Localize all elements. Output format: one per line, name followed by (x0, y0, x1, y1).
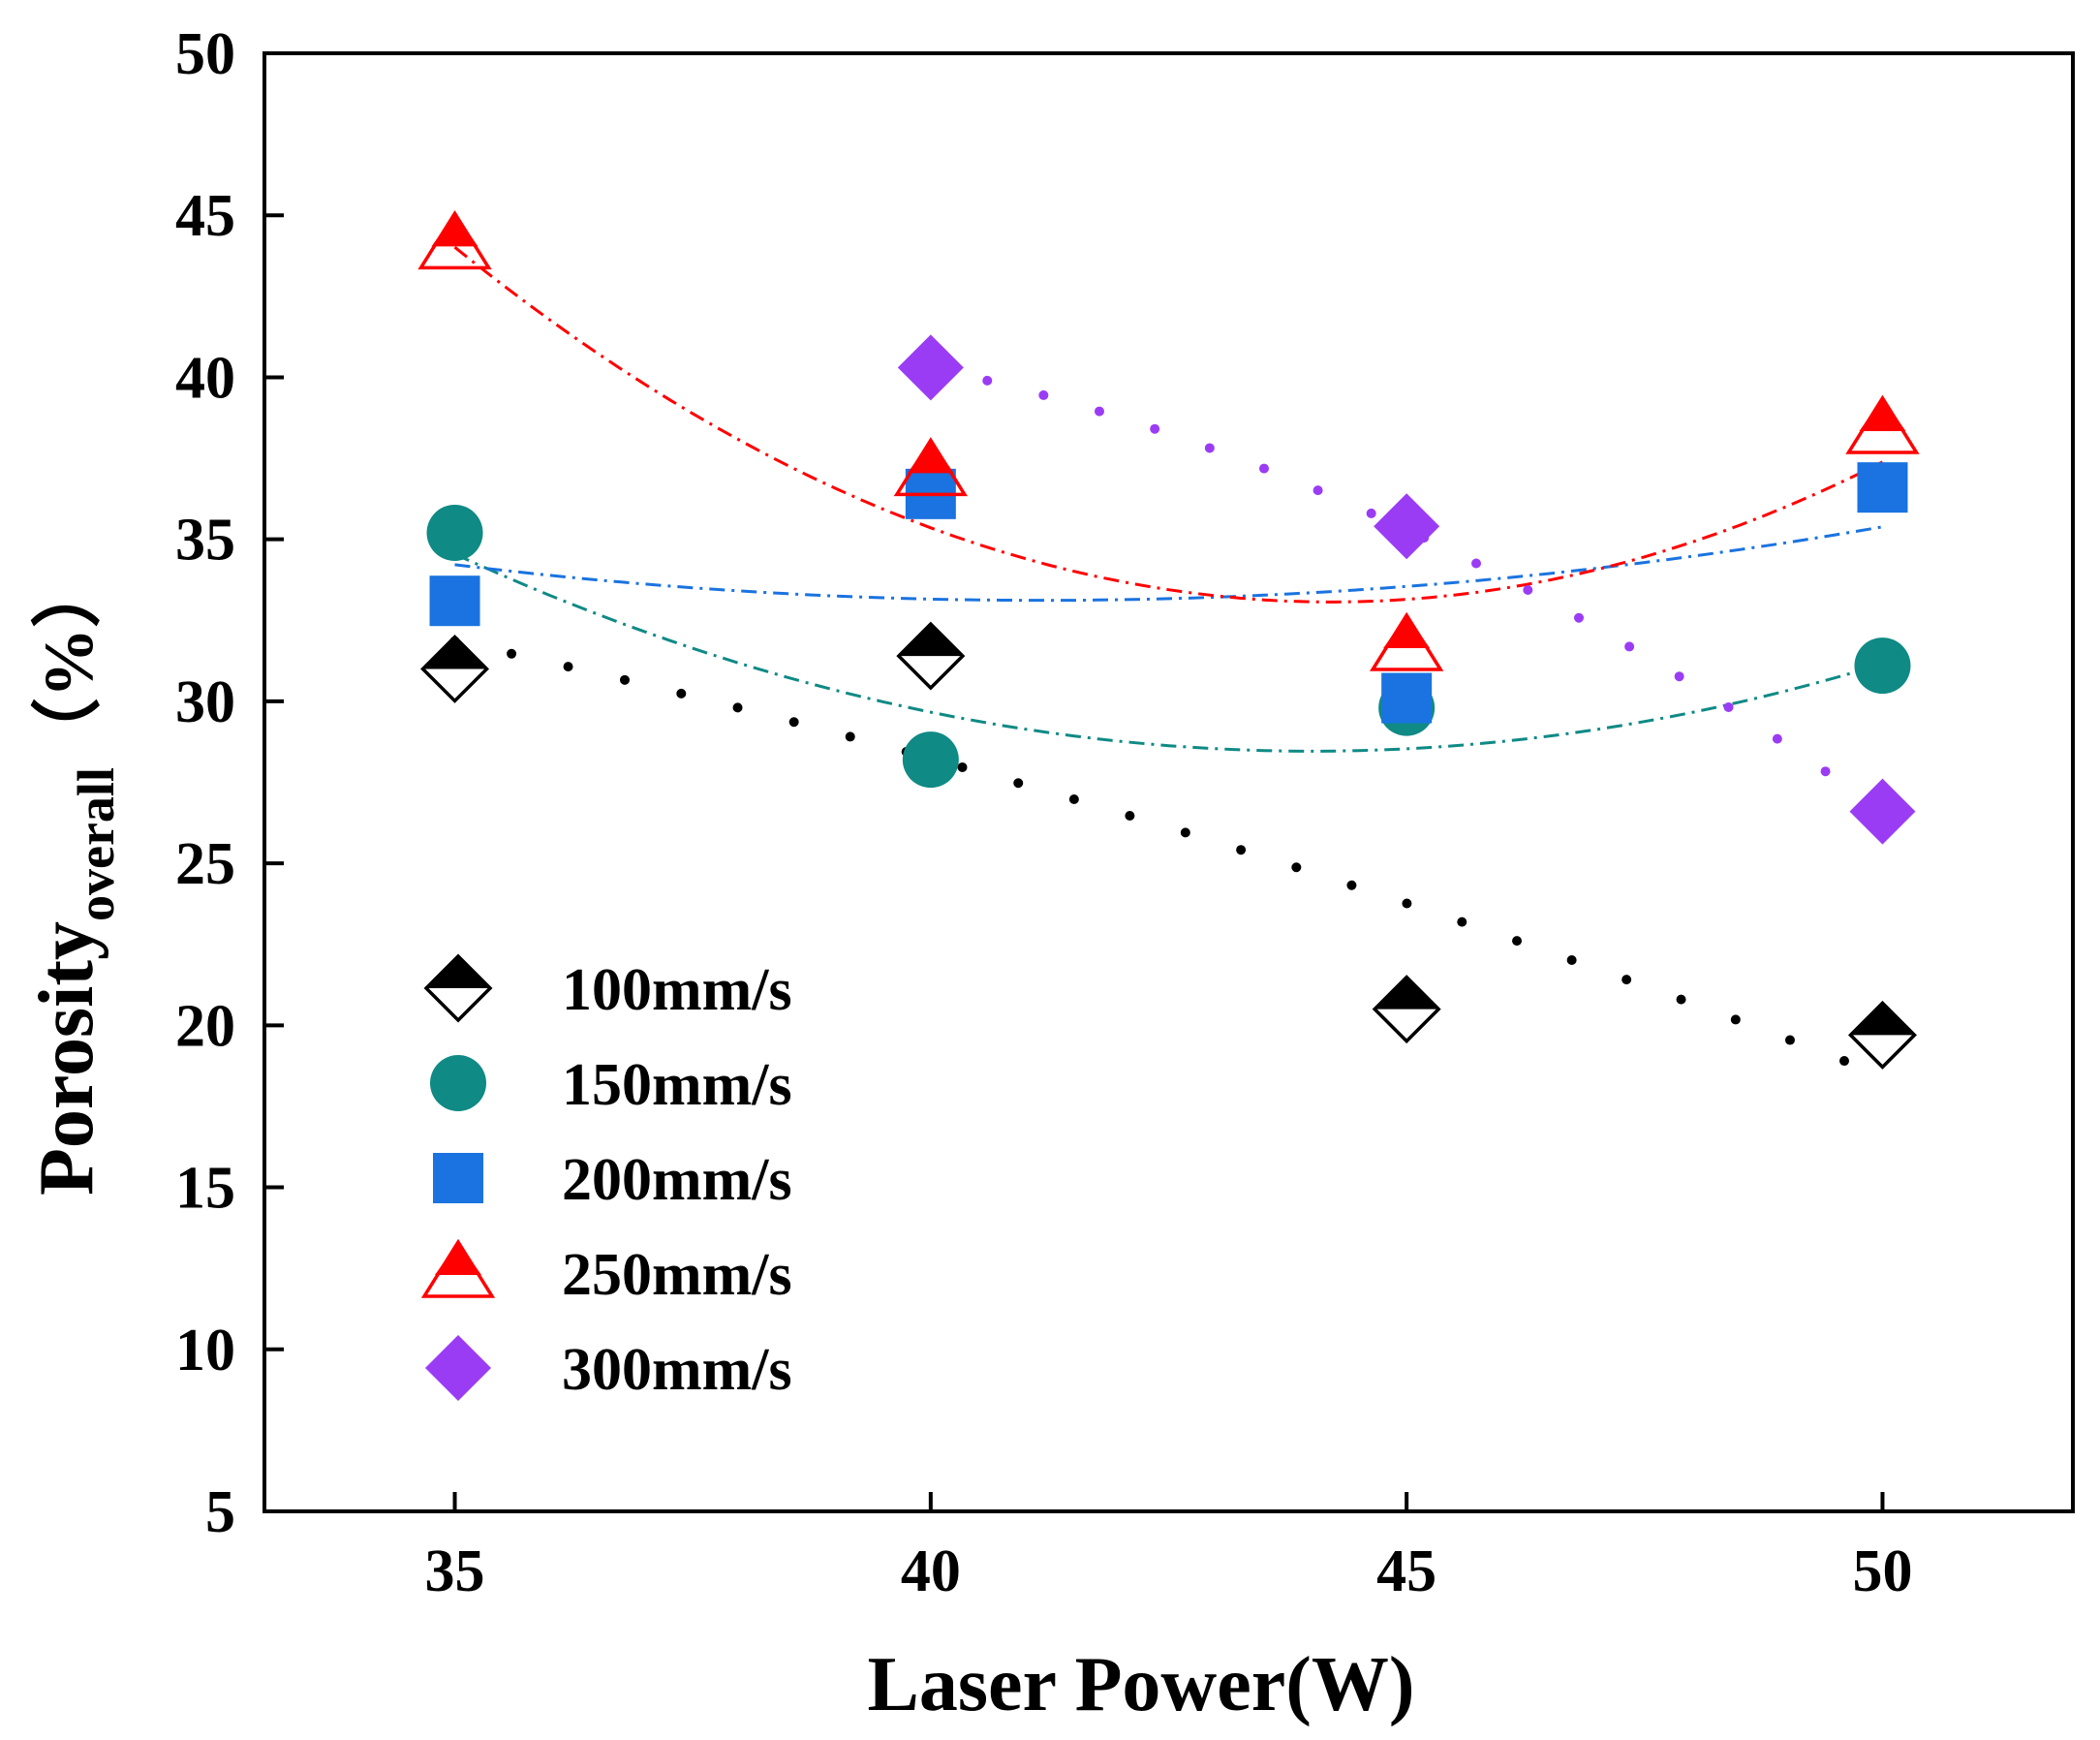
y-tick-label: 40 (175, 345, 235, 411)
data-point (896, 621, 966, 691)
marker-fill (1374, 977, 1439, 1010)
marker-outline (420, 634, 490, 703)
marker-outline (423, 953, 493, 1023)
marker-shape (1381, 672, 1433, 724)
data-point (1849, 778, 1916, 845)
data-point (1854, 637, 1911, 695)
marker-outline (1845, 394, 1920, 454)
fit-curve (454, 525, 1883, 603)
data-point (1845, 394, 1920, 454)
marker-outline (896, 621, 966, 691)
legend-label: 100mm/s (562, 957, 792, 1023)
marker-outline (420, 1238, 496, 1298)
marker-shape (429, 575, 480, 627)
marker-shape (430, 1055, 486, 1111)
data-point (420, 634, 490, 703)
marker-fill (1859, 397, 1906, 431)
y-tick-label: 45 (175, 183, 235, 249)
x-tick-label: 50 (1852, 1538, 1912, 1604)
data-point (1370, 611, 1444, 671)
x-tick-label: 35 (425, 1538, 485, 1604)
data-point (426, 504, 483, 561)
y-tick-label: 15 (175, 1156, 235, 1222)
data-point (1857, 462, 1908, 513)
legend: 100mm/s 150mm/s 200mm/s 250mm/s 300mm/s (420, 953, 792, 1403)
marker-fill (898, 624, 963, 657)
plot-frame (262, 51, 2075, 1513)
legend-marker (430, 1055, 486, 1111)
y-tick-label: 10 (175, 1318, 235, 1383)
y-tick-label: 5 (205, 1479, 235, 1545)
marker-fill (422, 637, 487, 669)
marker-fill (1383, 615, 1431, 649)
data-point (1847, 1000, 1917, 1070)
data-point (1372, 975, 1441, 1044)
marker-shape (426, 504, 483, 561)
y-axis-title-subscript: overall (67, 767, 125, 921)
x-axis-title: Laser Power(W) (868, 1642, 1415, 1727)
legend-label: 200mm/s (562, 1147, 792, 1213)
marker-shape (425, 1335, 491, 1401)
marker-shape (1854, 637, 1911, 695)
legend-marker (433, 1153, 483, 1203)
data-point (1381, 672, 1433, 724)
legend-marker (425, 1335, 491, 1401)
y-tick-label: 30 (175, 669, 235, 735)
data-point (429, 575, 480, 627)
marker-fill (907, 440, 954, 474)
y-tick-label: 20 (175, 993, 235, 1059)
legend-label: 150mm/s (562, 1052, 792, 1118)
y-tick-label: 25 (175, 831, 235, 897)
marker-outline (893, 437, 968, 497)
axis-ticks: 35 40 45 50 5 10 15 20 25 30 35 40 45 50 (175, 21, 1912, 1604)
legend-marker (420, 1238, 496, 1298)
data-point (902, 731, 959, 789)
marker-fill (435, 1242, 481, 1275)
fit-curve (453, 246, 1884, 604)
marker-shape (1374, 493, 1440, 560)
marker-outline (417, 210, 492, 270)
marker-fill (431, 213, 479, 247)
y-tick-label: 50 (175, 21, 235, 87)
data-point (1374, 493, 1440, 560)
x-tick-label: 45 (1376, 1538, 1436, 1604)
data-markers (417, 210, 1920, 1070)
marker-shape (897, 334, 964, 401)
marker-outline (1370, 611, 1444, 671)
y-axis-title: Porosityoverall（%） (24, 558, 125, 1196)
fit-curve (925, 362, 1888, 817)
data-point (893, 437, 968, 497)
legend-label: 300mm/s (562, 1337, 792, 1403)
y-axis-title-main: Porosity (24, 921, 109, 1196)
fit-curves (449, 246, 1888, 1081)
marker-shape (433, 1153, 483, 1203)
marker-fill (426, 956, 490, 988)
legend-marker (423, 953, 493, 1023)
marker-shape (902, 731, 959, 789)
marker-outline (1372, 975, 1441, 1044)
data-point (417, 210, 492, 270)
marker-outline (1847, 1000, 1917, 1070)
marker-fill (1850, 1003, 1915, 1036)
marker-shape (1849, 778, 1916, 845)
y-tick-label: 35 (175, 508, 235, 574)
fit-curve (453, 552, 1883, 753)
marker-shape (1857, 462, 1908, 513)
x-tick-label: 40 (901, 1538, 961, 1604)
legend-label: 250mm/s (562, 1242, 792, 1308)
data-point (897, 334, 964, 401)
y-axis-title-unit: （%） (30, 558, 108, 767)
